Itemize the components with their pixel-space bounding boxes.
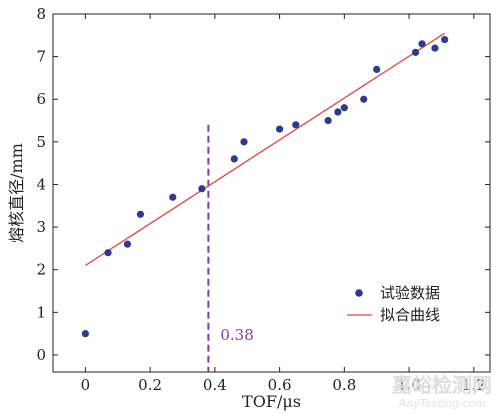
legend-marker-swatch	[355, 289, 363, 297]
data-point	[431, 44, 439, 52]
x-tick-label: 1.2	[462, 376, 486, 394]
data-point	[136, 210, 144, 218]
y-tick-label: 3	[36, 218, 46, 236]
y-axis-ticks: 0 1 2 3 4 5 6 7 8	[36, 5, 490, 364]
data-point	[198, 185, 206, 193]
data-point	[275, 125, 284, 133]
y-tick-label: 4	[36, 175, 46, 193]
y-tick-label: 6	[36, 90, 46, 108]
annotations: 0.38	[207, 124, 254, 372]
y-axis-label: 熔核直径/mm	[7, 143, 26, 243]
watermark-text: 嘉峪检测网	[391, 373, 492, 397]
y-tick-label: 8	[36, 5, 46, 23]
vline-annotation-label: 0.38	[220, 326, 253, 344]
x-axis-ticks: 0 0.2 0.4 0.6 0.8 1.0 1.2	[81, 14, 486, 394]
x-tick-label: 0	[81, 376, 91, 394]
data-point	[411, 48, 420, 56]
y-tick-label: 2	[36, 261, 46, 279]
data-point	[240, 138, 248, 146]
fit-lines	[85, 32, 446, 266]
x-tick-label: 0.2	[138, 376, 162, 394]
y-tick-label: 0	[36, 346, 46, 364]
x-tick-label: 1.0	[397, 376, 421, 394]
data-point	[441, 35, 449, 44]
data-point	[324, 116, 332, 125]
data-points	[81, 35, 449, 338]
x-axis-label: TOF/μs	[242, 392, 301, 411]
data-point	[292, 121, 300, 129]
data-point	[340, 104, 348, 112]
data-point	[81, 330, 89, 338]
watermark-sub: AnyTesting.com	[398, 397, 486, 410]
x-tick-label: 0.4	[203, 376, 227, 394]
x-tick-label: 0.6	[268, 376, 292, 394]
data-point	[418, 40, 426, 48]
data-point	[373, 65, 381, 74]
x-tick-label: 0.8	[332, 376, 356, 394]
data-point	[169, 193, 177, 201]
y-tick-label: 1	[36, 303, 46, 321]
data-point	[360, 95, 368, 103]
watermark: 嘉峪检测网 AnyTesting.com	[391, 373, 492, 410]
legend-label: 拟合曲线	[380, 306, 440, 324]
y-tick-label: 7	[36, 48, 46, 66]
data-point	[334, 108, 342, 116]
data-point	[104, 249, 112, 257]
y-tick-label: 5	[36, 133, 46, 151]
data-point	[230, 155, 238, 163]
data-point	[123, 240, 132, 248]
plot-frame	[52, 13, 491, 373]
legend-label: 试验数据	[380, 284, 440, 302]
fit-line	[85, 32, 446, 266]
